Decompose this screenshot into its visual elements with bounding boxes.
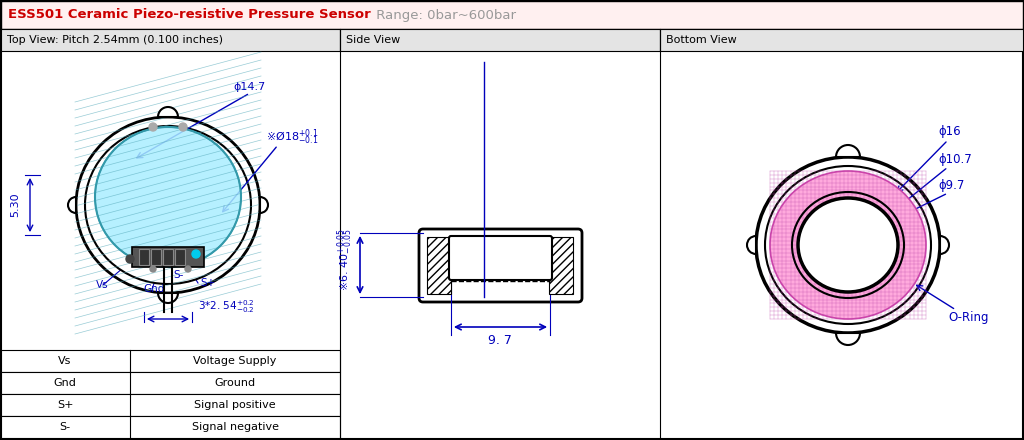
Ellipse shape <box>770 171 926 319</box>
Text: Vs: Vs <box>58 356 72 366</box>
Text: ϕ9.7: ϕ9.7 <box>938 179 965 191</box>
Circle shape <box>126 255 134 263</box>
Wedge shape <box>746 236 756 254</box>
Wedge shape <box>836 333 860 345</box>
Ellipse shape <box>95 127 241 267</box>
Bar <box>1 350 340 372</box>
Text: Range: 0bar~600bar: Range: 0bar~600bar <box>372 8 516 22</box>
Wedge shape <box>68 197 76 213</box>
Text: Voltage Supply: Voltage Supply <box>194 356 276 366</box>
Bar <box>163 249 173 265</box>
Circle shape <box>193 250 200 258</box>
FancyBboxPatch shape <box>419 229 582 302</box>
Bar <box>1 1 1023 29</box>
Ellipse shape <box>756 157 940 333</box>
Ellipse shape <box>76 117 260 293</box>
Text: ※6. 40$^{+0. 05}_{-0. 05}$: ※6. 40$^{+0. 05}_{-0. 05}$ <box>336 228 355 291</box>
Text: Ground: Ground <box>214 378 256 388</box>
Text: 3*2. 54$^{+0. 2}_{-0. 2}$: 3*2. 54$^{+0. 2}_{-0. 2}$ <box>198 299 255 315</box>
Ellipse shape <box>798 198 898 292</box>
Text: Gnd: Gnd <box>143 284 165 294</box>
Ellipse shape <box>765 166 931 324</box>
Text: Signal negative: Signal negative <box>191 422 279 432</box>
Circle shape <box>150 266 156 272</box>
Wedge shape <box>260 197 268 213</box>
Text: S-: S- <box>173 270 183 280</box>
Bar <box>549 237 573 294</box>
Text: ※Ø18$^{+0. 1}_{-0. 1}$: ※Ø18$^{+0. 1}_{-0. 1}$ <box>266 127 318 147</box>
Text: ESS501 Ceramic Piezo-resistive Pressure Sensor: ESS501 Ceramic Piezo-resistive Pressure … <box>8 8 371 22</box>
Text: 5.30: 5.30 <box>10 193 20 217</box>
Wedge shape <box>158 293 178 303</box>
Circle shape <box>185 266 191 272</box>
Bar <box>1 394 340 416</box>
Text: Vs: Vs <box>96 280 109 290</box>
Wedge shape <box>158 107 178 117</box>
FancyBboxPatch shape <box>449 236 552 280</box>
Text: ϕ10.7: ϕ10.7 <box>938 153 972 165</box>
Circle shape <box>150 123 157 131</box>
Text: Side View: Side View <box>346 35 400 45</box>
Bar <box>151 249 161 265</box>
Wedge shape <box>836 145 860 157</box>
Bar <box>139 249 150 265</box>
Text: Signal positive: Signal positive <box>195 400 275 410</box>
Bar <box>1 29 340 51</box>
Text: O-Ring: O-Ring <box>948 312 988 324</box>
Bar <box>660 29 1023 51</box>
Bar <box>132 247 204 267</box>
Bar <box>175 249 185 265</box>
Wedge shape <box>940 236 949 254</box>
Text: Gnd: Gnd <box>53 378 77 388</box>
Text: S+: S+ <box>56 400 74 410</box>
Bar <box>340 29 660 51</box>
Text: Top View: Pitch 2.54mm (0.100 inches): Top View: Pitch 2.54mm (0.100 inches) <box>7 35 223 45</box>
Text: ϕ14.7: ϕ14.7 <box>233 82 265 92</box>
Text: ϕ16: ϕ16 <box>938 125 961 139</box>
Bar <box>1 372 340 394</box>
Bar <box>427 237 451 294</box>
Bar <box>1 416 340 438</box>
Text: Bottom View: Bottom View <box>666 35 736 45</box>
Circle shape <box>179 123 187 131</box>
Text: S+: S+ <box>200 278 215 288</box>
Ellipse shape <box>85 126 251 284</box>
Text: 9. 7: 9. 7 <box>488 334 512 348</box>
Text: S-: S- <box>59 422 71 432</box>
